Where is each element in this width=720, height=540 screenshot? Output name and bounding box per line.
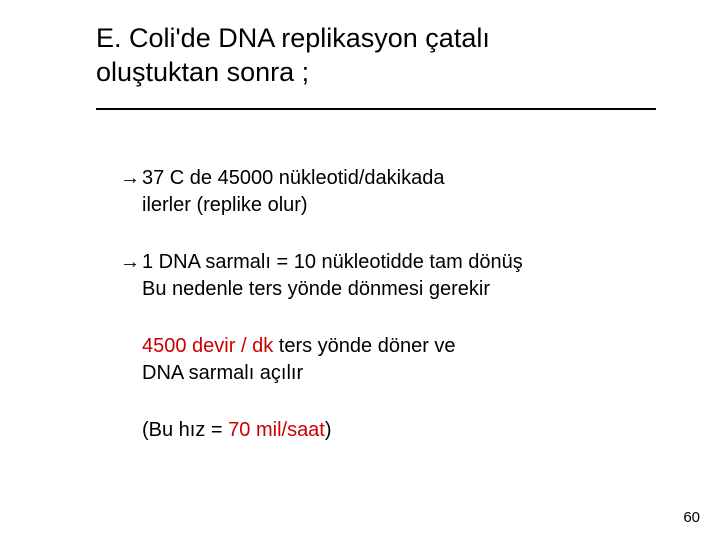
body-text: → 37 C de 45000 nükleotid/dakikada ilerl… bbox=[120, 165, 650, 444]
title-underline bbox=[96, 108, 656, 110]
slide: E. Coli'de DNA replikasyon çatalı oluştu… bbox=[0, 0, 720, 540]
bullet-1: → 37 C de 45000 nükleotid/dakikada ilerl… bbox=[120, 165, 650, 219]
emph-line-2: DNA sarmalı açılır bbox=[142, 362, 303, 384]
bullet-2-line1: 1 DNA sarmalı = 10 nükleotidde tam dönüş bbox=[142, 251, 523, 273]
bullet-1-line2: ilerler (replike olur) bbox=[142, 194, 308, 216]
bullet-1-line1: 37 C de 45000 nükleotid/dakikada bbox=[142, 167, 444, 189]
arrow-icon: → bbox=[120, 249, 142, 303]
title-line-2: oluştuktan sonra ; bbox=[96, 56, 656, 90]
bullet-2-text: 1 DNA sarmalı = 10 nükleotidde tam dönüş… bbox=[142, 249, 650, 303]
emphasis-block: 4500 devir / dk ters yönde döner ve DNA … bbox=[142, 333, 650, 387]
title-line-1: E. Coli'de DNA replikasyon çatalı bbox=[96, 22, 656, 56]
page-number: 60 bbox=[683, 509, 700, 526]
bullet-2: → 1 DNA sarmalı = 10 nükleotidde tam dön… bbox=[120, 249, 650, 303]
arrow-icon: → bbox=[120, 165, 142, 219]
bullet-2-line2: Bu nedenle ters yönde dönmesi gerekir bbox=[142, 278, 490, 300]
emph-red-1: 4500 devir / dk bbox=[142, 335, 273, 357]
slide-title: E. Coli'de DNA replikasyon çatalı oluştu… bbox=[96, 22, 656, 90]
emph-black-1: ters yönde döner ve bbox=[273, 335, 455, 357]
note-red: 70 mil/saat bbox=[228, 419, 325, 441]
note-block: (Bu hız = 70 mil/saat) bbox=[142, 417, 650, 444]
note-suffix: ) bbox=[325, 419, 332, 441]
note-prefix: (Bu hız = bbox=[142, 419, 228, 441]
bullet-1-text: 37 C de 45000 nükleotid/dakikada ilerler… bbox=[142, 165, 650, 219]
